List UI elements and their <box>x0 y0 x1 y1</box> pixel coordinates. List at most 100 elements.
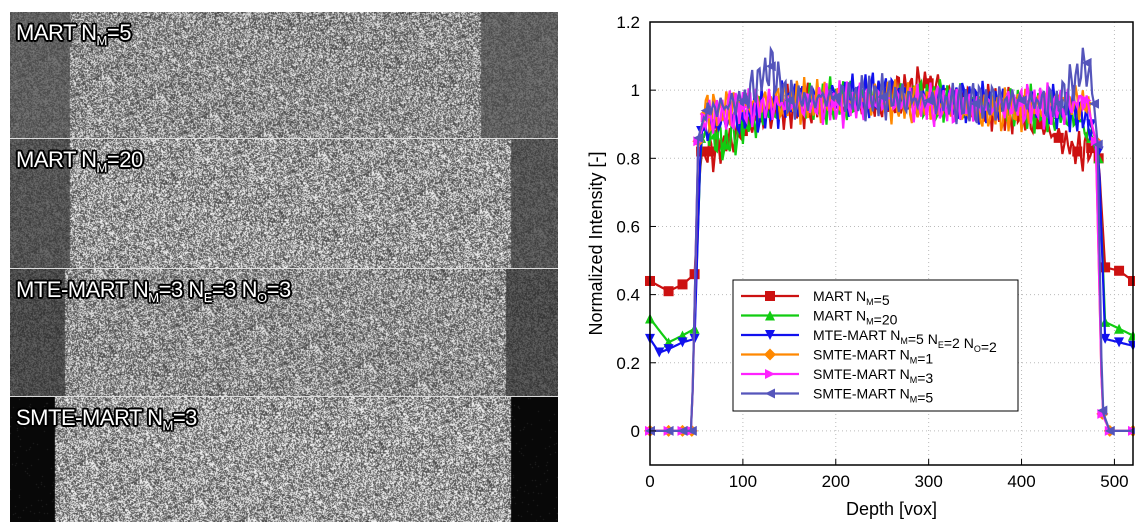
legend-box <box>732 279 1019 412</box>
data-point <box>1081 95 1092 106</box>
reconstruction-panel: SMTE-MART NM=3 <box>10 397 558 522</box>
data-point <box>663 425 674 436</box>
legend-entry: MTE-MART NM=5 NE=2 NO=2 <box>741 327 997 355</box>
data-point <box>1097 405 1108 416</box>
data-point <box>1100 262 1111 273</box>
panel-label: MART NM=5 <box>16 20 131 48</box>
y-tick-label: 0.8 <box>616 149 640 168</box>
data-point <box>830 98 841 109</box>
data-point <box>705 146 716 157</box>
legend-marker <box>765 310 775 321</box>
legend-entry: SMTE-MART NM=5 <box>741 386 933 406</box>
plot-frame <box>649 21 1134 466</box>
data-point <box>1114 265 1125 276</box>
data-point <box>1016 95 1027 106</box>
legend-entry: SMTE-MART NM=3 <box>741 366 933 386</box>
data-point <box>1128 275 1135 286</box>
reconstruction-panel: MART NM=5 <box>10 12 558 138</box>
reconstruction-panel: MTE-MART NM=3 NE=3 NO=3 <box>10 269 558 396</box>
data-point <box>1100 333 1111 344</box>
particle-image <box>10 269 558 396</box>
panel-divider <box>10 138 558 139</box>
series-layer <box>644 45 1135 437</box>
data-point <box>1128 330 1135 341</box>
data-point <box>784 95 795 106</box>
data-point <box>830 91 841 102</box>
legend-entry: MART NM=20 <box>741 308 898 328</box>
data-point <box>877 91 888 102</box>
series-group <box>645 45 1135 436</box>
data-point <box>677 279 688 290</box>
data-point <box>710 129 721 140</box>
particle-image <box>10 12 558 138</box>
particle-image <box>10 397 558 522</box>
legend-entry: MART NM=5 <box>741 288 890 308</box>
legend-label: SMTE-MART NM=5 <box>813 386 933 406</box>
y-tick-label: 0.2 <box>616 354 640 373</box>
data-point <box>663 344 674 355</box>
data-point <box>737 102 748 113</box>
data-point <box>663 286 674 297</box>
data-point <box>1081 57 1092 68</box>
legend-marker <box>765 330 775 340</box>
data-point <box>923 78 934 89</box>
y-tick-label: 0.6 <box>616 217 640 236</box>
y-tick-label: 0 <box>631 422 640 441</box>
legend-label: MART NM=20 <box>813 308 898 328</box>
legend-marker <box>764 348 776 361</box>
data-point <box>686 425 697 436</box>
x-tick-label: 400 <box>1007 472 1035 491</box>
data-point <box>1072 146 1083 157</box>
data-point <box>1114 337 1125 348</box>
data-point <box>693 132 704 143</box>
legend-entry: SMTE-MART NM=1 <box>741 347 933 367</box>
data-point <box>1086 143 1097 154</box>
x-tick-label: 0 <box>645 472 654 491</box>
data-point <box>923 95 934 106</box>
reconstruction-panels: MART NM=5 MART NM=20 MTE-MART NM=3 NE=3 … <box>0 0 558 522</box>
data-point <box>1114 323 1125 334</box>
legend-label: SMTE-MART NM=3 <box>813 366 933 386</box>
y-tick-label: 1 <box>631 81 640 100</box>
reconstruction-panel: MART NM=20 <box>10 139 558 268</box>
data-point <box>677 337 688 348</box>
x-tick-label: 100 <box>729 472 757 491</box>
series-line <box>650 45 1133 432</box>
legend-label: MART NM=5 <box>813 288 890 308</box>
y-tick-label: 0.4 <box>616 286 640 305</box>
x-axis-label: Depth [vox] <box>846 499 937 519</box>
data-point <box>1090 136 1101 147</box>
panel-label: SMTE-MART NM=3 <box>16 405 197 433</box>
panel-divider <box>10 268 558 269</box>
x-tick-label: 300 <box>914 472 942 491</box>
data-point <box>970 98 981 109</box>
legend-label: MTE-MART NM=5 NE=2 NO=2 <box>813 327 997 355</box>
legend-label: SMTE-MART NM=1 <box>813 347 933 367</box>
data-point <box>1104 425 1115 436</box>
data-point <box>677 425 688 436</box>
data-point <box>1053 98 1064 109</box>
particle-image <box>10 139 558 268</box>
data-point <box>737 95 748 106</box>
panel-label: MART NM=20 <box>16 147 143 175</box>
axis-ticks: 0 100 200 300 400 500 0 0.2 0.4 0.6 0.8 1 1.2 <box>616 13 1128 491</box>
legend-marker <box>765 388 775 399</box>
y-axis-label: Normalized Intensity [-] <box>586 151 606 335</box>
x-tick-label: 500 <box>1100 472 1128 491</box>
panel-label: MTE-MART NM=3 NE=3 NO=3 <box>16 277 291 305</box>
data-point <box>1053 132 1064 143</box>
panel-divider <box>10 396 558 397</box>
data-point <box>654 347 665 358</box>
data-point <box>719 139 730 150</box>
data-point <box>1035 119 1046 130</box>
data-point <box>1092 139 1103 150</box>
legend-marker <box>765 291 775 301</box>
data-point <box>1088 98 1099 109</box>
intensity-profile-chart: 0 100 200 300 400 500 0 0.2 0.4 0.6 0.8 1 1.2 Depth … <box>586 13 1135 519</box>
x-tick-label: 200 <box>822 472 850 491</box>
data-point <box>700 105 711 116</box>
y-tick-label: 1.2 <box>616 13 640 32</box>
data-point <box>765 61 776 72</box>
legend-marker <box>765 369 775 379</box>
